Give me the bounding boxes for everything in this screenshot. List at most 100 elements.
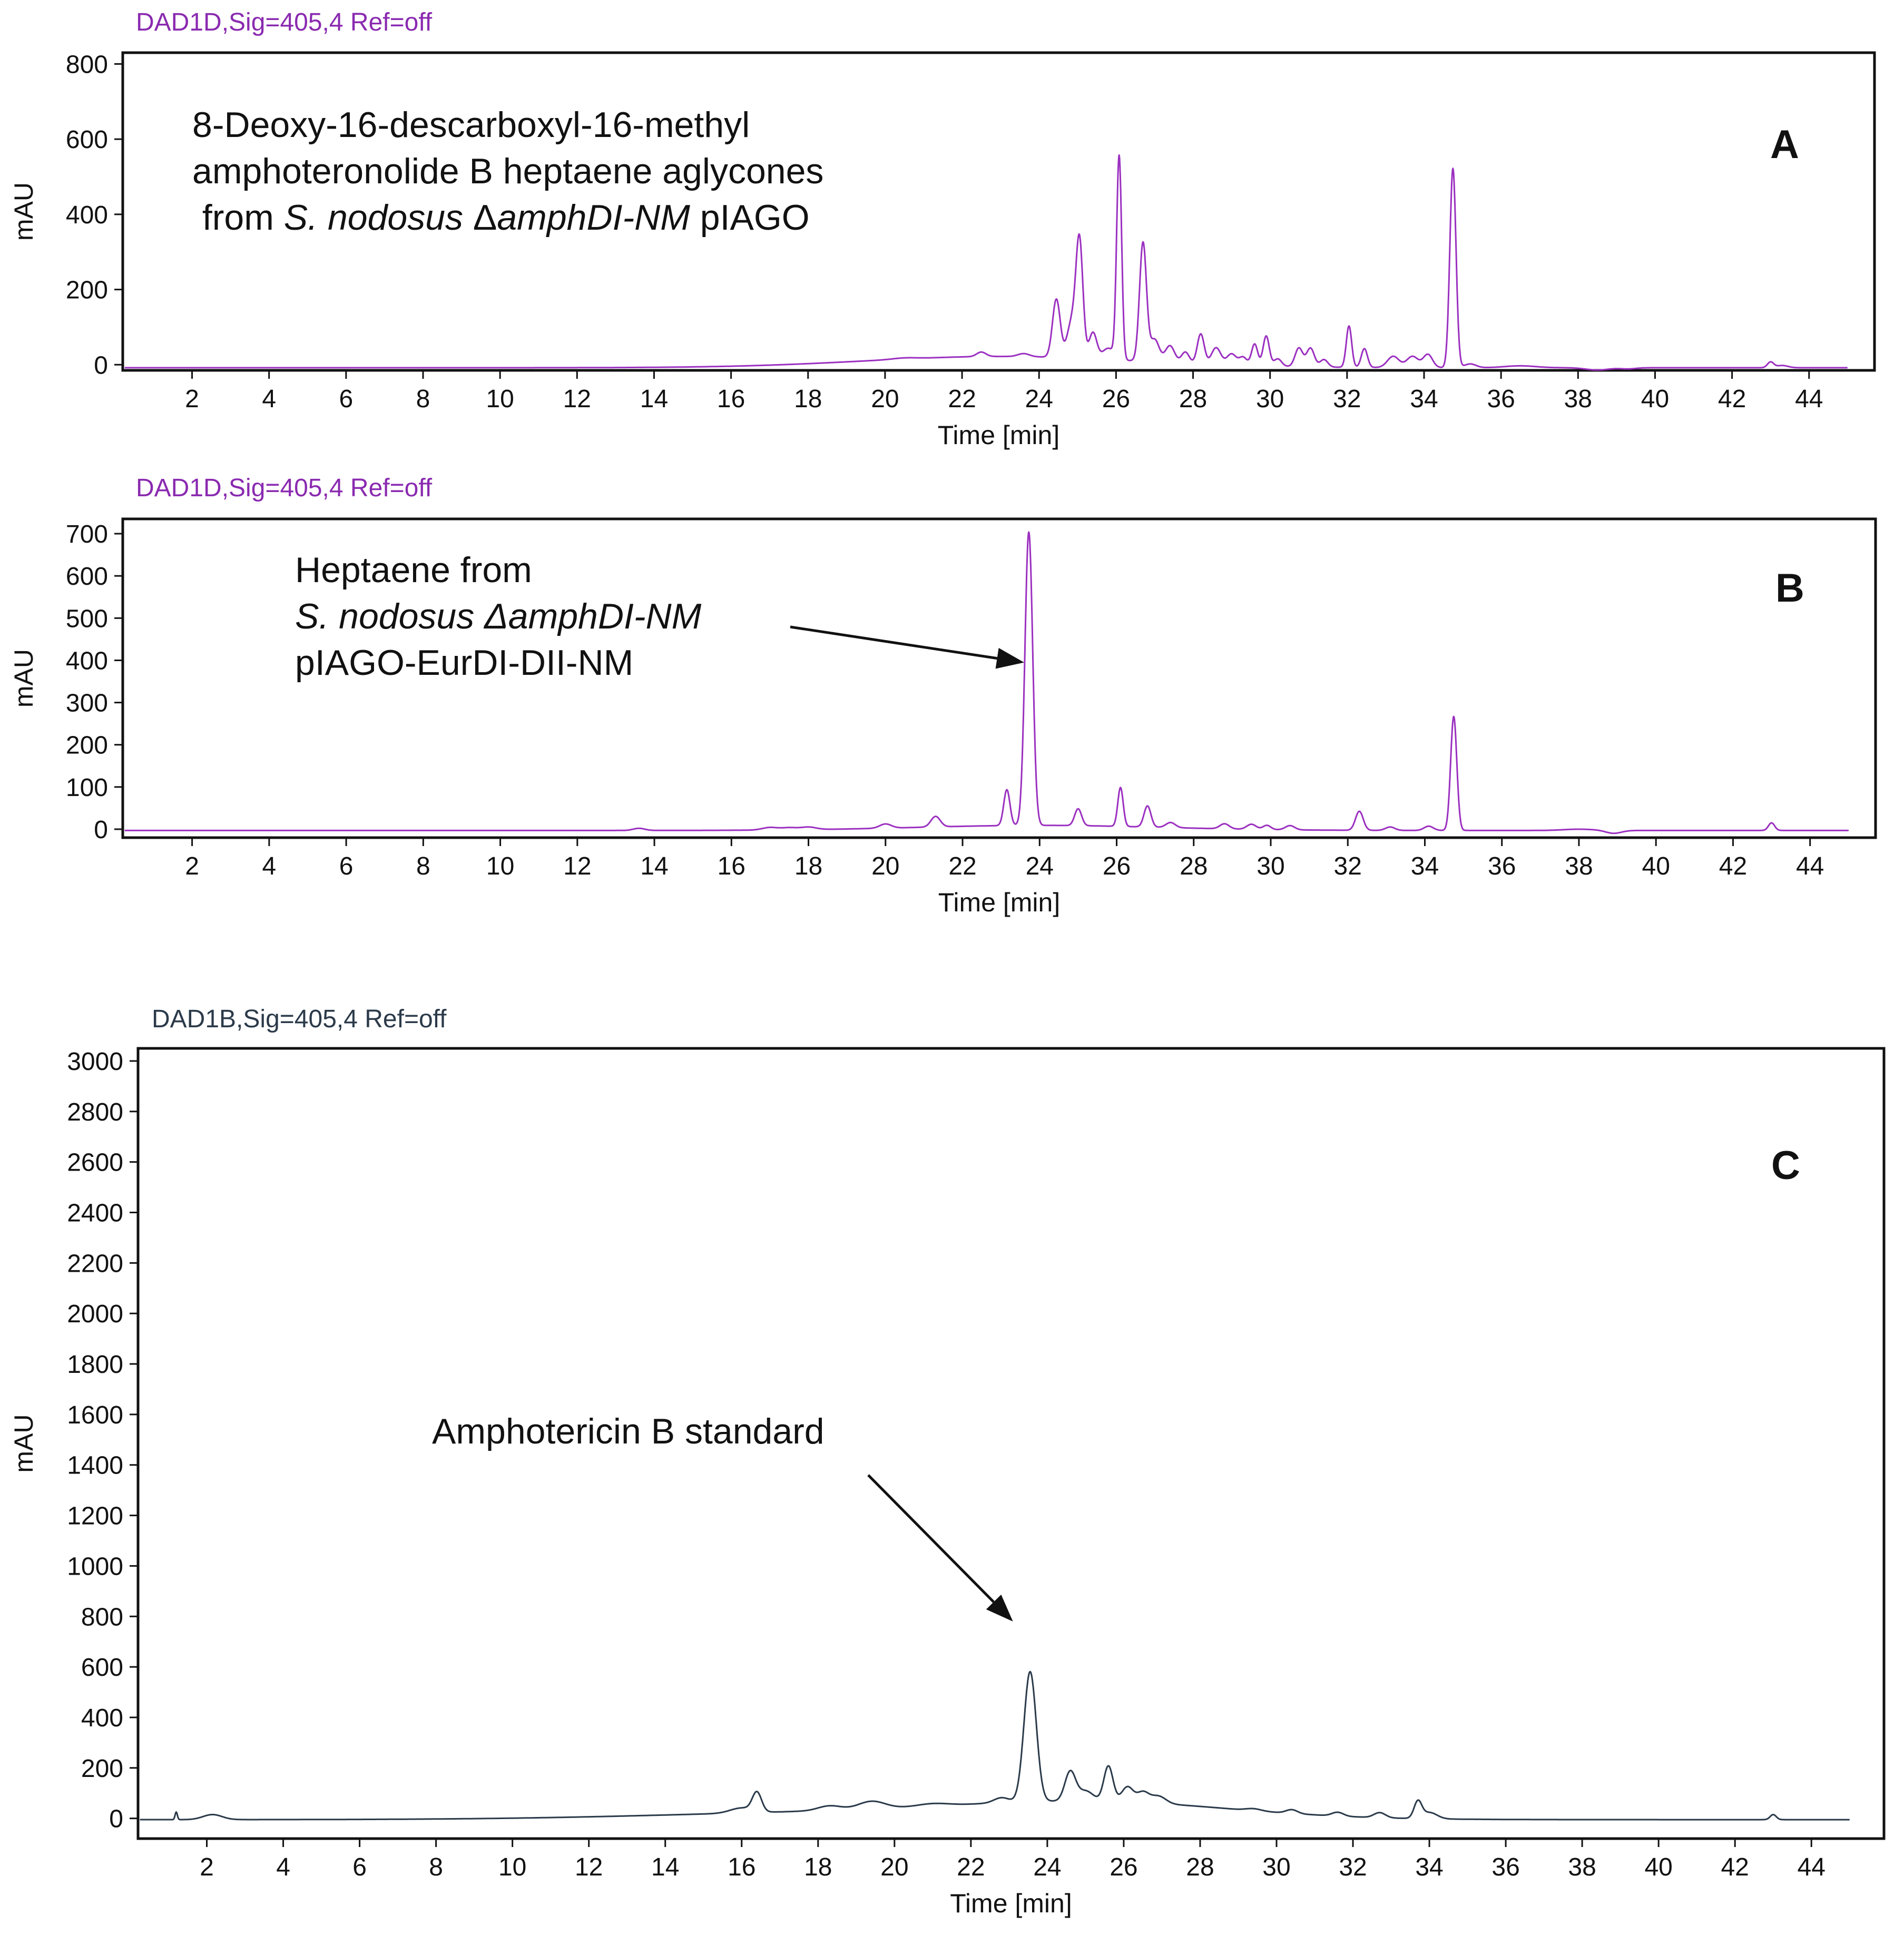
x-tick-label: 6 (352, 1853, 367, 1881)
x-tick-label: 38 (1565, 852, 1593, 880)
y-tick-label: 0 (94, 816, 108, 844)
x-tick-label: 32 (1333, 385, 1361, 413)
annotation-line: from S. nodosus ΔamphDI-NM pIAGO (192, 198, 810, 238)
y-tick-label: 600 (66, 126, 108, 154)
x-tick-label: 44 (1796, 852, 1824, 880)
annotation-arrow (867, 1474, 995, 1603)
y-tick-label: 100 (66, 774, 108, 802)
x-tick-label: 18 (794, 852, 822, 880)
x-tick-label: 30 (1256, 385, 1284, 413)
x-tick-label: 4 (262, 385, 276, 413)
y-tick-label: 600 (66, 563, 108, 591)
x-tick-label: 14 (651, 1853, 679, 1881)
x-axis-label: Time [min] (950, 1889, 1072, 1918)
signal-label: DAD1D,Sig=405,4 Ref=off (136, 8, 433, 36)
x-tick-label: 20 (880, 1853, 908, 1881)
x-tick-label: 34 (1411, 852, 1439, 880)
plot-frame (136, 1047, 1886, 1840)
chromatogram-trace (124, 531, 1849, 834)
y-tick-label: 500 (66, 605, 108, 633)
y-tick-label: 2400 (67, 1200, 123, 1227)
annotation-line: Heptaene from (295, 550, 532, 590)
annotation-line: pIAGO-EurDI-DII-NM (295, 643, 633, 683)
annotation-segment: amphoteronolide B heptaene aglycones (192, 151, 823, 191)
y-tick-label: 600 (81, 1654, 123, 1682)
annotation-segment: pIAGO-EurDI-DII-NM (295, 643, 633, 683)
arrow-head (986, 1594, 1013, 1622)
x-axis-label: Time [min] (938, 888, 1061, 917)
x-tick-label: 8 (429, 1853, 443, 1881)
y-tick-label: 2800 (67, 1098, 123, 1126)
y-axis-label: mAU (9, 182, 38, 241)
x-tick-label: 30 (1257, 852, 1284, 880)
panel-letter: A (1770, 122, 1799, 167)
x-tick-label: 6 (339, 385, 353, 413)
x-tick-label: 12 (575, 1853, 603, 1881)
x-tick-label: 8 (416, 852, 430, 880)
annotation-arrow (790, 625, 997, 660)
arrow-head (995, 647, 1025, 669)
y-tick-label: 400 (66, 647, 108, 675)
y-tick-label: 200 (66, 277, 108, 305)
annotation-segment: from (192, 198, 284, 238)
x-tick-label: 26 (1102, 385, 1130, 413)
x-tick-label: 44 (1798, 1853, 1826, 1881)
chromatogram-trace (124, 154, 1848, 371)
x-tick-label: 44 (1795, 385, 1823, 413)
x-tick-label: 10 (486, 852, 514, 880)
x-tick-label: 40 (1641, 385, 1669, 413)
plot-frame (121, 51, 1876, 372)
x-tick-label: 40 (1642, 852, 1670, 880)
panel-letter: C (1771, 1143, 1800, 1188)
x-tick-label: 36 (1491, 1853, 1519, 1881)
annotation-line: S. nodosus ΔamphDI-NM (295, 596, 702, 636)
y-tick-label: 2200 (67, 1250, 123, 1278)
x-tick-label: 42 (1719, 852, 1747, 880)
chart-panel-c: DAD1B,Sig=405,4 Ref=off 2 4 6 8 10 12 14 16 18 20 2… (0, 990, 1904, 1935)
x-tick-label: 38 (1564, 385, 1592, 413)
chromatogram-trace (139, 1671, 1850, 1821)
y-tick-label: 700 (66, 520, 108, 548)
x-tick-label: 28 (1180, 852, 1208, 880)
chart-panel-a: DAD1D,Sig=405,4 Ref=off 2 4 6 8 10 12 14 16 18 20 2… (0, 0, 1904, 474)
x-tick-label: 18 (804, 1853, 832, 1881)
x-tick-label: 32 (1339, 1853, 1367, 1881)
y-tick-label: 0 (94, 351, 108, 379)
x-tick-label: 16 (728, 1853, 755, 1881)
x-tick-label: 22 (957, 1853, 985, 1881)
x-tick-label: 12 (563, 852, 591, 880)
x-tick-label: 10 (486, 385, 514, 413)
annotation-segment: pIAGO (690, 198, 810, 238)
x-tick-label: 2 (185, 852, 199, 880)
x-tick-label: 20 (871, 385, 899, 413)
y-tick-label: 1400 (67, 1452, 123, 1480)
y-axis-label: mAU (9, 1414, 38, 1472)
x-tick-label: 40 (1644, 1853, 1672, 1881)
signal-label: DAD1D,Sig=405,4 Ref=off (136, 474, 433, 502)
y-axis-label: mAU (9, 649, 38, 708)
x-tick-label: 6 (339, 852, 354, 880)
panel-letter: B (1775, 566, 1804, 611)
x-axis-label: Time [min] (938, 420, 1060, 450)
y-tick-label: 1600 (67, 1401, 123, 1429)
x-tick-label: 42 (1721, 1853, 1749, 1881)
x-tick-label: 38 (1568, 1853, 1596, 1881)
x-tick-label: 28 (1186, 1853, 1214, 1881)
annotation-line: Amphotericin B standard (432, 1411, 825, 1451)
x-tick-label: 24 (1026, 852, 1054, 880)
x-tick-label: 14 (640, 852, 668, 880)
x-tick-label: 30 (1262, 1853, 1290, 1881)
y-tick-label: 2600 (67, 1149, 123, 1177)
x-tick-label: 26 (1110, 1853, 1137, 1881)
y-tick-label: 200 (81, 1755, 123, 1783)
y-tick-label: 200 (66, 732, 108, 760)
y-tick-label: 800 (66, 51, 108, 78)
x-tick-label: 12 (563, 385, 591, 413)
y-tick-label: 800 (81, 1603, 123, 1631)
x-tick-label: 20 (871, 852, 899, 880)
y-tick-label: 1800 (67, 1351, 123, 1379)
x-tick-label: 34 (1415, 1853, 1443, 1881)
x-tick-label: 4 (276, 1853, 290, 1881)
x-tick-label: 22 (948, 385, 976, 413)
